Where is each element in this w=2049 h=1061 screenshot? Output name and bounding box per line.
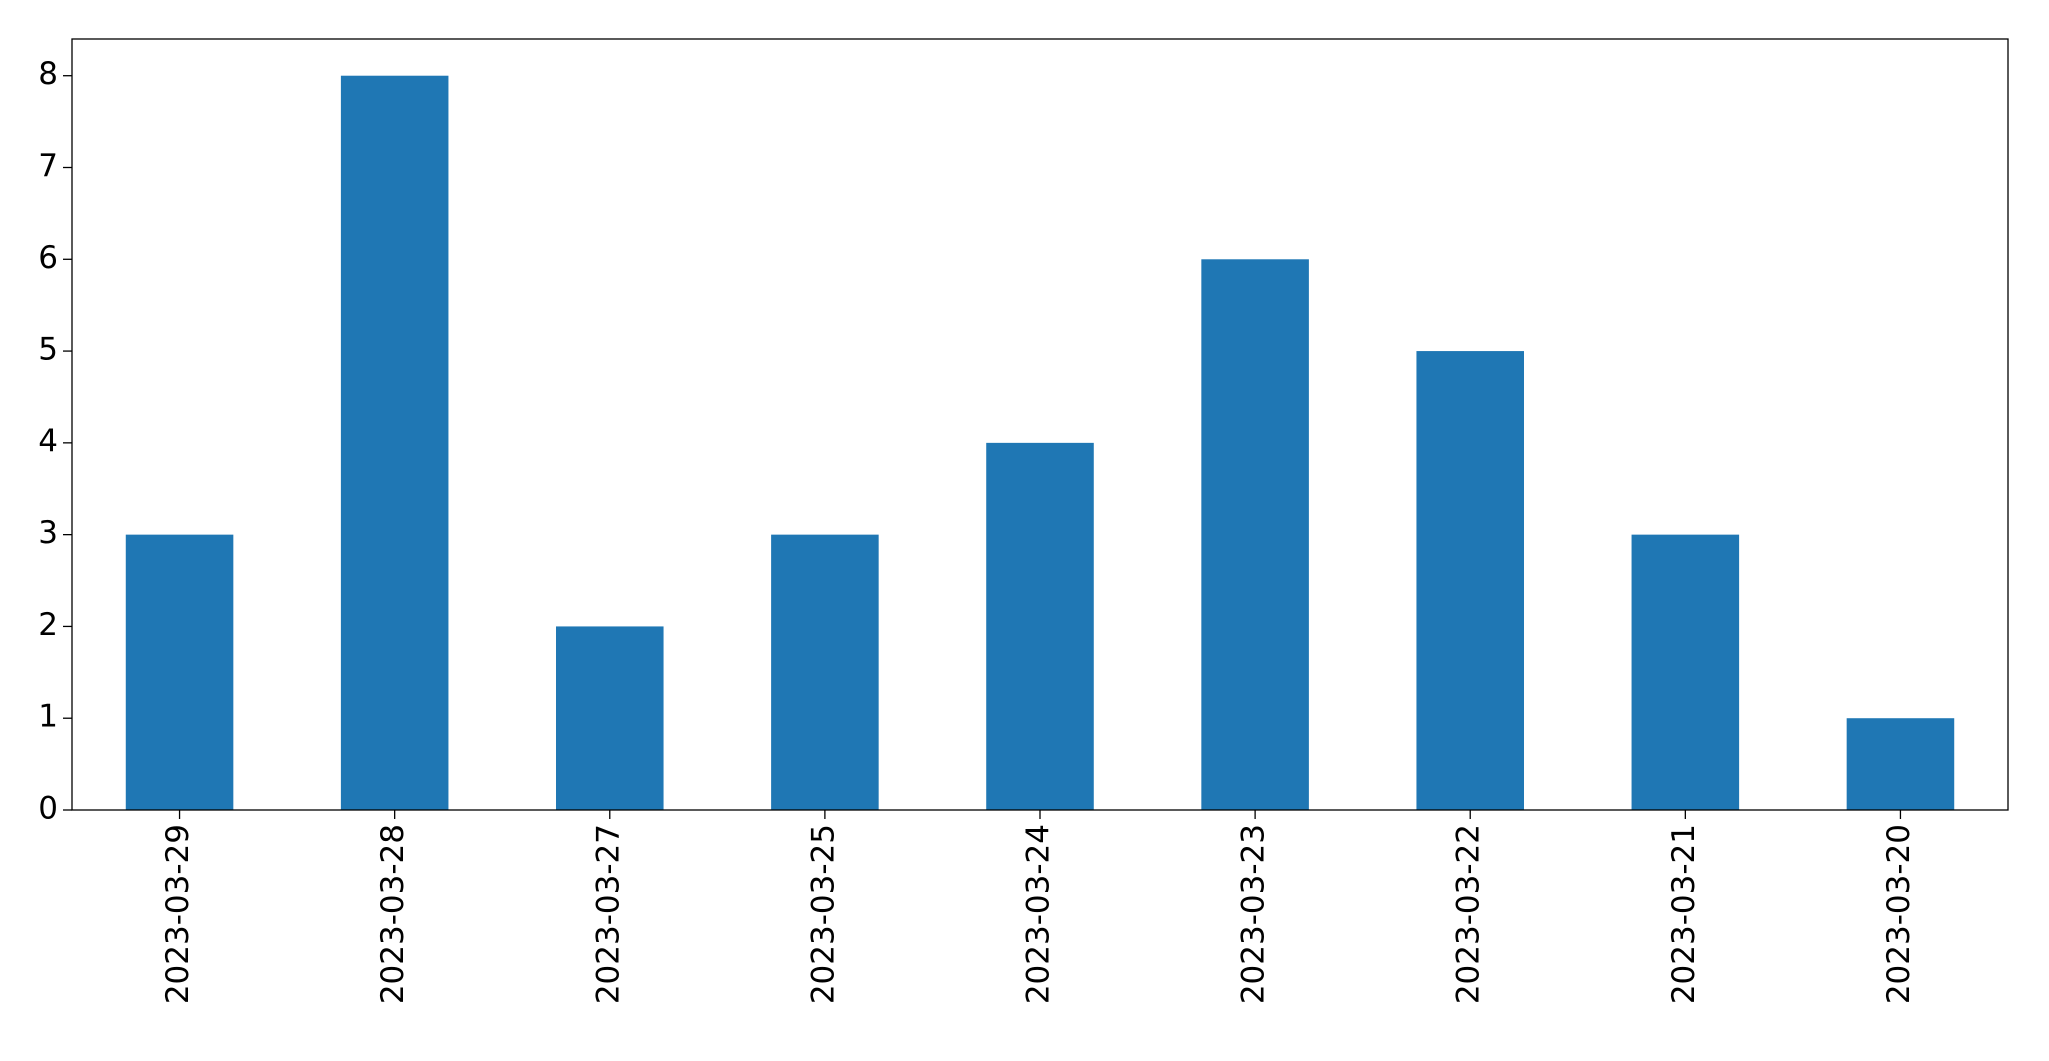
bar bbox=[340, 75, 449, 810]
bar bbox=[1416, 351, 1524, 810]
x-tick-label: 2023-03-21 bbox=[1666, 824, 1702, 1004]
x-tick-label: 2023-03-28 bbox=[375, 824, 411, 1004]
y-tick-label: 1 bbox=[38, 699, 58, 735]
x-tick-label: 2023-03-23 bbox=[1236, 824, 1272, 1004]
bar bbox=[1631, 534, 1740, 810]
y-tick-label: 2 bbox=[38, 607, 58, 643]
bar bbox=[771, 534, 879, 810]
y-tick-label: 8 bbox=[38, 56, 58, 92]
x-tick-label: 2023-03-20 bbox=[1881, 824, 1917, 1004]
x-tick-label: 2023-03-29 bbox=[160, 824, 196, 1004]
y-tick-label: 6 bbox=[38, 240, 58, 276]
x-tick-label: 2023-03-22 bbox=[1451, 824, 1487, 1004]
y-tick-label: 4 bbox=[38, 423, 58, 459]
y-tick-label: 3 bbox=[38, 515, 58, 551]
bar bbox=[556, 626, 664, 810]
x-tick-label: 2023-03-25 bbox=[805, 824, 841, 1004]
x-tick-label: 2023-03-24 bbox=[1021, 824, 1057, 1004]
x-tick-label: 2023-03-27 bbox=[590, 824, 626, 1004]
y-tick-label: 5 bbox=[38, 332, 58, 368]
y-tick-label: 7 bbox=[38, 148, 58, 184]
bar bbox=[1846, 718, 1955, 810]
bar bbox=[125, 534, 234, 810]
y-tick-label: 0 bbox=[38, 791, 58, 827]
bar bbox=[1201, 259, 1309, 810]
bar bbox=[986, 442, 1094, 810]
plot-frame bbox=[71, 38, 2009, 811]
